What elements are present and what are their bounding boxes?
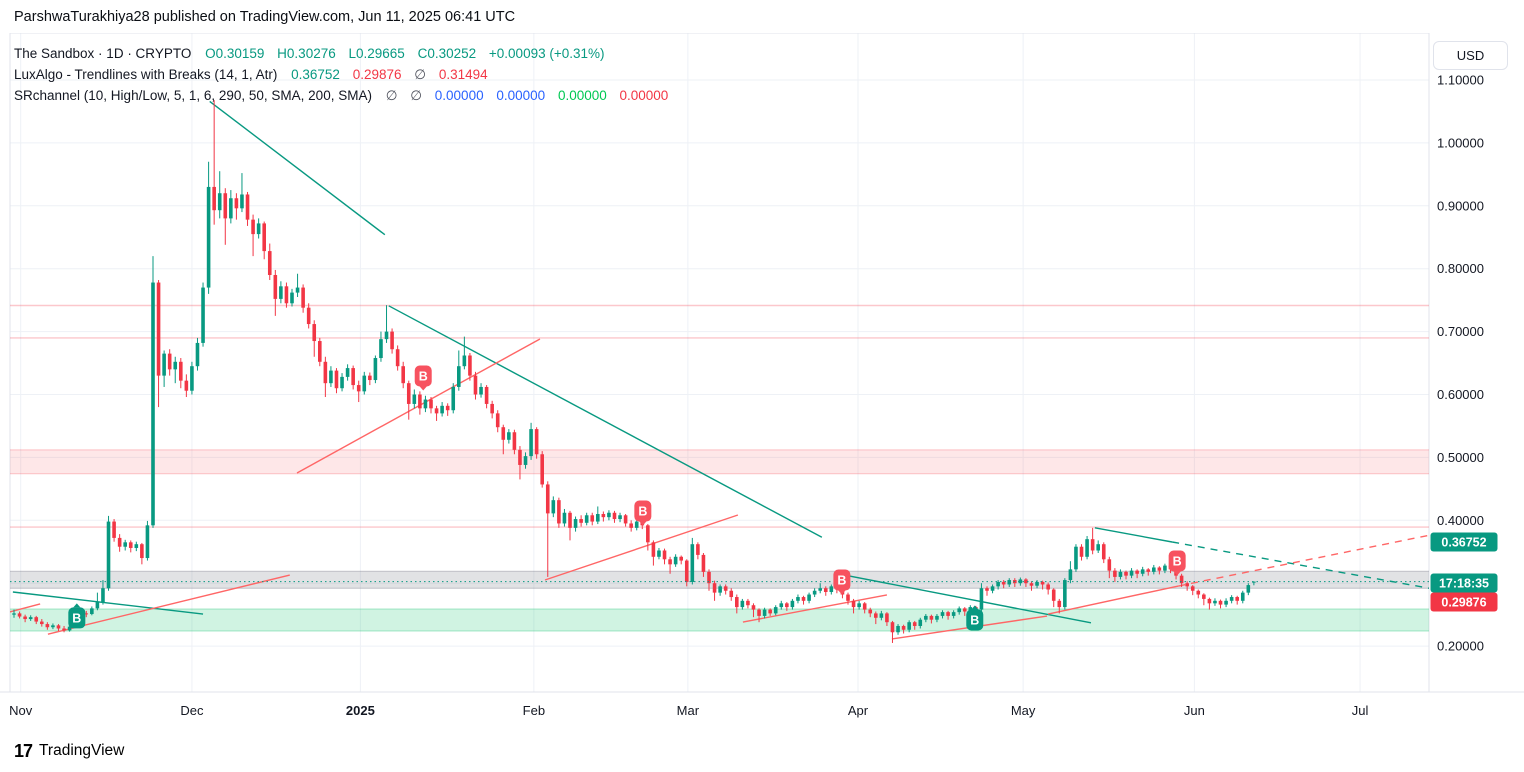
indicator-value-empty: ∅ [414, 67, 427, 82]
svg-text:0.80000: 0.80000 [1437, 261, 1484, 276]
svg-text:0.70000: 0.70000 [1437, 324, 1484, 339]
indicator-value: 0.31494 [438, 67, 488, 82]
publish-header: ParshwaTurakhiya28 published on TradingV… [0, 0, 1524, 33]
break-label-down: B [1168, 550, 1186, 576]
tradingview-wordmark[interactable]: TradingView [39, 742, 125, 759]
price-axis[interactable]: 0.200000.300000.400000.500000.600000.700… [1430, 73, 1498, 654]
svg-text:May: May [1011, 703, 1036, 718]
svg-text:B: B [638, 505, 647, 519]
break-label-down: B [833, 569, 851, 595]
indicator-value: 0.00000 [434, 88, 484, 103]
svg-text:Jun: Jun [1184, 703, 1205, 718]
svg-text:Jul: Jul [1352, 703, 1369, 718]
break-labels: B B B B B B [68, 365, 1186, 631]
svg-text:Apr: Apr [848, 703, 869, 718]
ohlc-close: C0.30252 [417, 46, 477, 61]
trendlines [10, 100, 1429, 640]
candlestick-series [12, 100, 1256, 643]
chart-legend: The Sandbox · 1D · CRYPTO O0.30159 H0.30… [14, 43, 677, 106]
svg-text:Mar: Mar [677, 703, 700, 718]
indicator-title[interactable]: SRchannel (10, High/Low, 5, 1, 6, 290, 5… [14, 88, 372, 103]
chart-frame [0, 32, 1524, 693]
ohlc-low: L0.29665 [348, 46, 405, 61]
svg-text:0.60000: 0.60000 [1437, 387, 1484, 402]
svg-text:B: B [1173, 554, 1182, 568]
indicator-value: 0.00000 [557, 88, 607, 103]
svg-text:B: B [72, 611, 81, 625]
indicator-row-luxalgo: LuxAlgo - Trendlines with Breaks (14, 1,… [14, 64, 677, 85]
break-label-up: B [966, 605, 984, 631]
indicator-value: 0.00000 [496, 88, 546, 103]
svg-text:Feb: Feb [523, 703, 545, 718]
break-label-down: B [634, 500, 652, 526]
indicator-value: 0.00000 [619, 88, 669, 103]
symbol-row: The Sandbox · 1D · CRYPTO O0.30159 H0.30… [14, 43, 677, 64]
grid [10, 33, 1429, 692]
price-axis-badge: 17:18:35 [1430, 573, 1498, 593]
svg-text:Dec: Dec [180, 703, 204, 718]
tradingview-logo-icon[interactable]: 17 [14, 740, 33, 761]
time-axis[interactable]: Nov Dec 2025 Feb Mar Apr May Jun Jul [9, 703, 1368, 718]
indicator-value-empty: ∅ [410, 88, 423, 103]
svg-text:1.00000: 1.00000 [1437, 135, 1484, 150]
ohlc-change: +0.00093 (+0.31%) [488, 46, 605, 61]
svg-text:0.36752: 0.36752 [1441, 536, 1486, 550]
indicator-value-empty: ∅ [385, 88, 398, 103]
svg-text:0.50000: 0.50000 [1437, 450, 1484, 465]
svg-text:0.20000: 0.20000 [1437, 639, 1484, 654]
price-axis-badge: 0.29876 [1430, 592, 1498, 612]
svg-text:B: B [837, 574, 846, 588]
svg-text:0.40000: 0.40000 [1437, 513, 1484, 528]
indicator-value: 0.36752 [291, 67, 340, 82]
svg-text:B: B [970, 613, 979, 627]
ohlc-open: O0.30159 [205, 46, 265, 61]
symbol-title[interactable]: The Sandbox · 1D · CRYPTO [14, 46, 192, 61]
indicator-value: 0.29876 [352, 67, 402, 82]
ohlc-high: H0.30276 [277, 46, 336, 61]
svg-text:1.10000: 1.10000 [1437, 73, 1484, 88]
svg-text:2025: 2025 [346, 703, 375, 718]
svg-text:0.90000: 0.90000 [1437, 198, 1484, 213]
break-label-down: B [414, 365, 432, 391]
support-resistance-bands [10, 304, 1429, 632]
indicator-row-srchannel: SRchannel (10, High/Low, 5, 1, 6, 290, 5… [14, 85, 677, 106]
price-axis-badge: 0.36752 [1430, 532, 1498, 552]
svg-text:0.29876: 0.29876 [1441, 596, 1486, 610]
indicator-title[interactable]: LuxAlgo - Trendlines with Breaks (14, 1,… [14, 67, 278, 82]
svg-text:B: B [419, 370, 428, 384]
footer-brand: 17 TradingView [14, 738, 124, 764]
currency-toggle-button[interactable]: USD [1433, 41, 1508, 70]
svg-text:Nov: Nov [9, 703, 33, 718]
publish-text: ParshwaTurakhiya28 published on TradingV… [14, 9, 516, 25]
break-label-up: B [68, 603, 86, 629]
svg-text:17:18:35: 17:18:35 [1439, 577, 1489, 591]
